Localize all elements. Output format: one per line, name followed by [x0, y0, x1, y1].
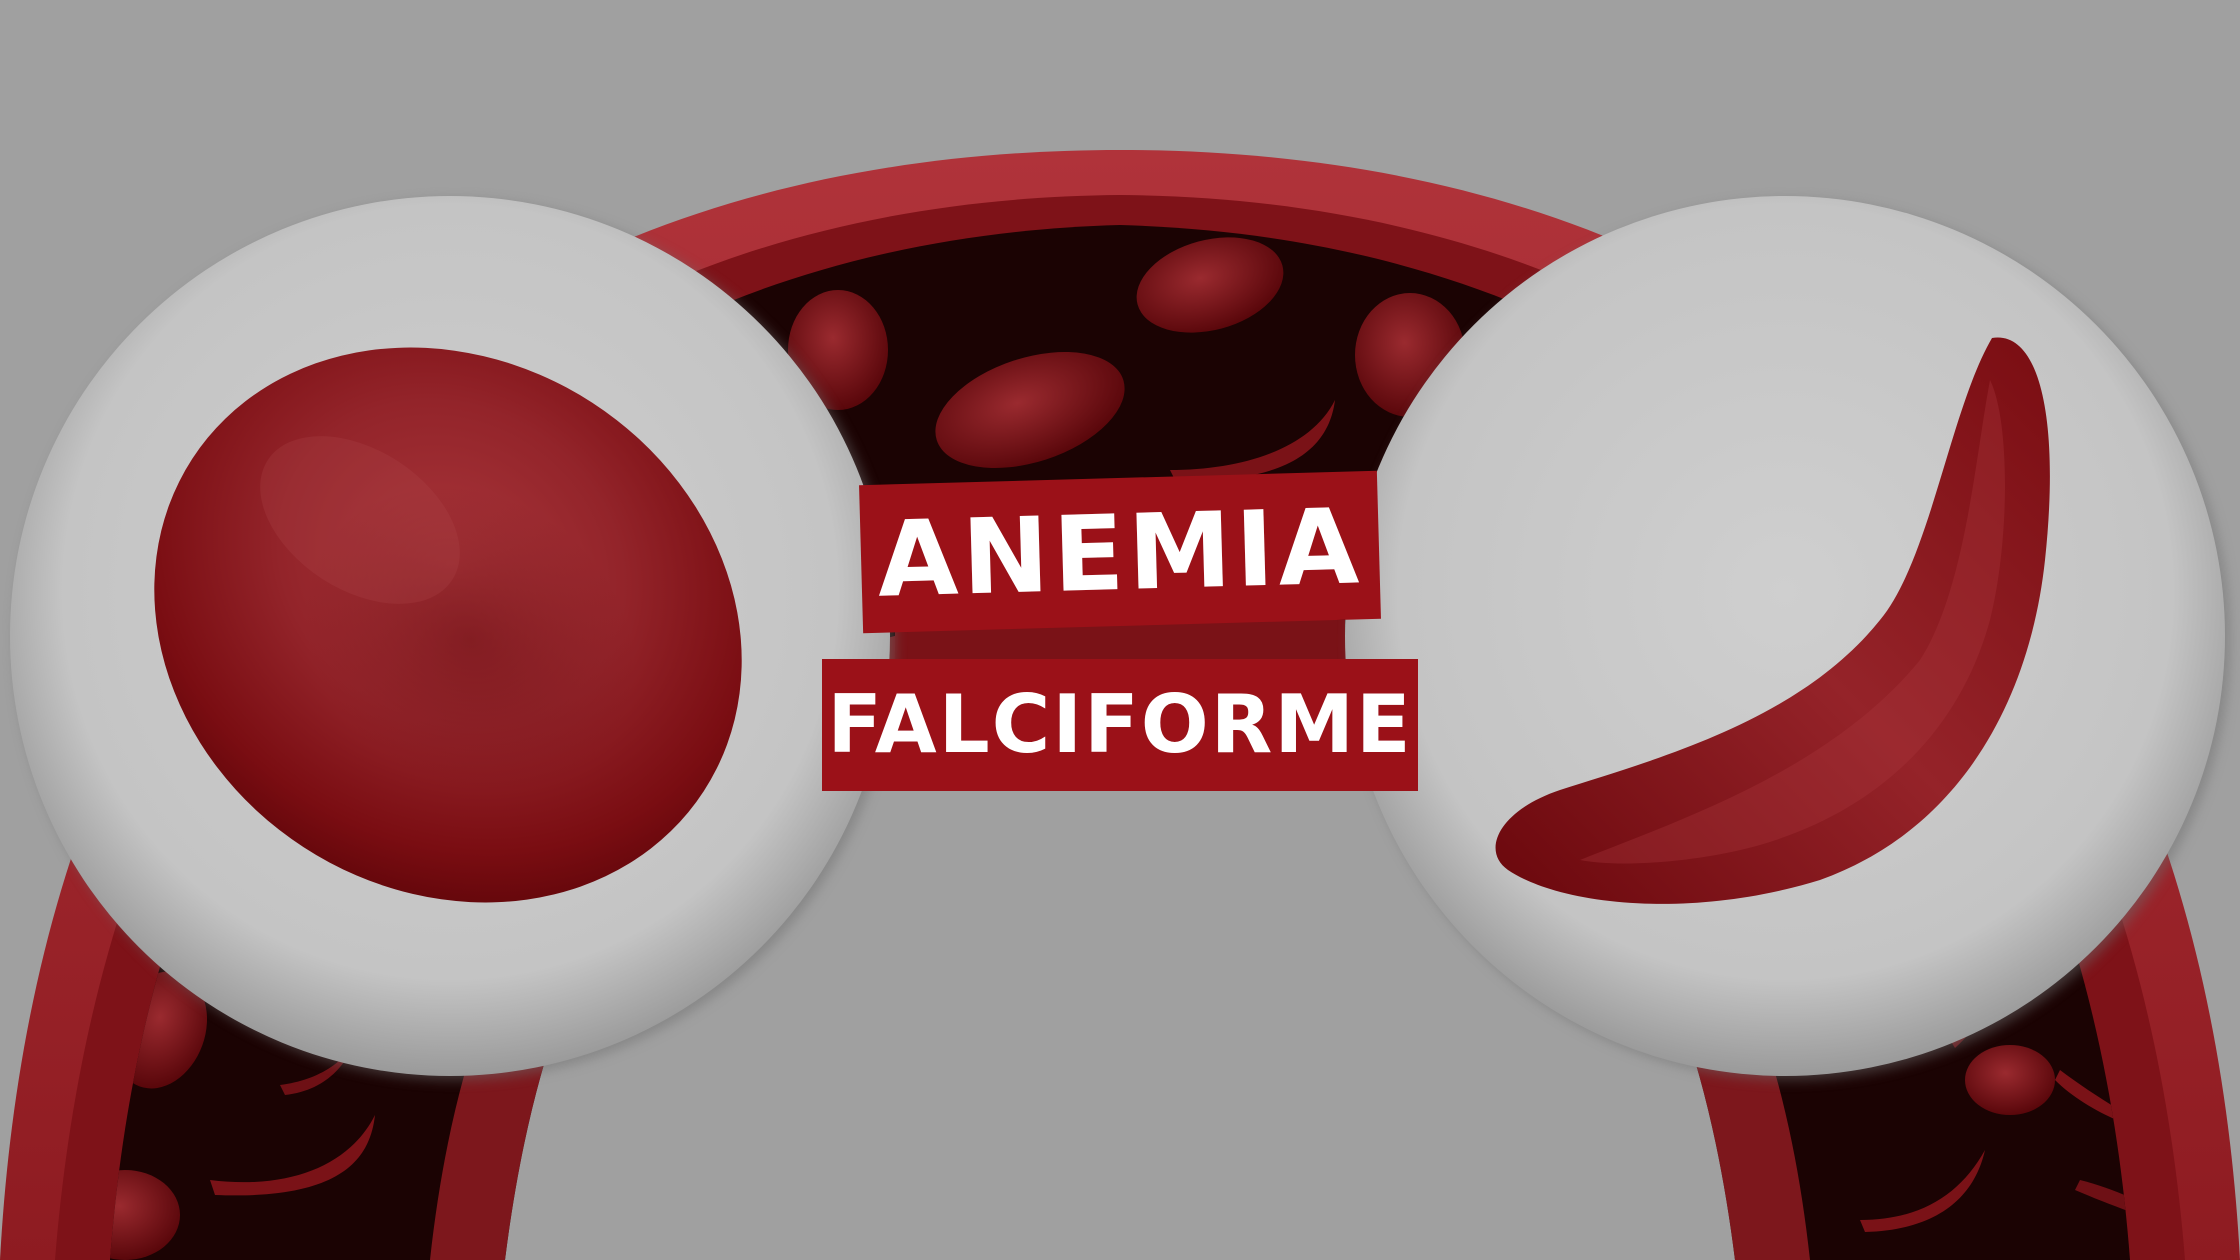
title-line-falciforme: FALCIFORME — [822, 659, 1418, 791]
right-lens — [1345, 196, 2225, 1076]
title-line-anemia: ANEMIA — [859, 470, 1381, 634]
normal-blood-cell — [154, 347, 742, 903]
sickle-blood-cell — [1495, 337, 2050, 904]
